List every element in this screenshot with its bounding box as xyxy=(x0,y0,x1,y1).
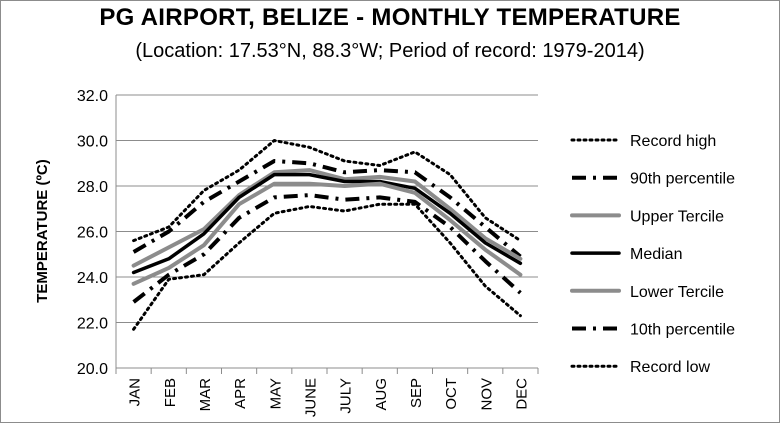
series-lines xyxy=(131,139,523,331)
legend-label: Upper Tercile xyxy=(630,208,724,225)
y-tick-label: 22.0 xyxy=(77,316,108,333)
legend-label: Median xyxy=(630,246,682,263)
legend-label: Lower Tercile xyxy=(630,284,724,301)
x-tick-label: JULY xyxy=(338,378,355,414)
x-tick-labels: JAN FEB MAR APR MAY JUNE JULY AUG SEP OCT NOV DEC xyxy=(127,378,531,417)
y-tick-label: 32.0 xyxy=(77,88,108,105)
x-tick-label: AUG xyxy=(373,378,390,411)
series-line-90th-percentile xyxy=(132,159,522,259)
series-line-record-high xyxy=(132,139,522,243)
x-tick-label: NOV xyxy=(478,378,495,411)
y-tick-label: 26.0 xyxy=(77,225,108,242)
legend-label: Record low xyxy=(630,359,710,376)
x-tick-label: JUNE xyxy=(302,378,319,417)
x-tick-label: JAN xyxy=(127,378,144,406)
series-line-record-low xyxy=(132,202,522,331)
x-tick-label: DEC xyxy=(513,378,530,410)
series-line-10th-percentile xyxy=(132,193,522,304)
legend-label: 10th percentile xyxy=(630,322,735,339)
grid-lines xyxy=(116,94,538,323)
y-tick-label: 24.0 xyxy=(77,270,108,287)
y-tick-label: 28.0 xyxy=(77,179,108,196)
chart-title: PG AIRPORT, BELIZE - MONTHLY TEMPERATURE xyxy=(99,4,681,31)
series-line-lower-tercile xyxy=(131,181,523,286)
x-tick-label: OCT xyxy=(443,378,460,410)
chart-subtitle: (Location: 17.53°N, 88.3°W; Period of re… xyxy=(135,40,645,62)
series-line-upper-tercile xyxy=(131,168,523,268)
legend: Record high 90th percentile Upper Tercile M… xyxy=(570,133,735,376)
series-line-median xyxy=(131,172,523,275)
y-tick-labels: 20.0 22.0 24.0 26.0 28.0 30.0 32.0 xyxy=(77,88,108,378)
x-tick-label: MAY xyxy=(267,378,284,409)
x-tick-label: FEB xyxy=(162,378,179,407)
x-tick-label: APR xyxy=(232,378,249,409)
y-axis-label: TEMPERATURE (ºC) xyxy=(34,159,51,303)
axes xyxy=(115,95,539,374)
y-tick-label: 30.0 xyxy=(77,134,108,151)
x-tick-label: SEP xyxy=(408,378,425,408)
legend-label: 90th percentile xyxy=(630,171,735,188)
y-tick-label: 20.0 xyxy=(77,361,108,378)
legend-label: Record high xyxy=(630,133,716,150)
x-tick-label: MAR xyxy=(197,378,214,412)
